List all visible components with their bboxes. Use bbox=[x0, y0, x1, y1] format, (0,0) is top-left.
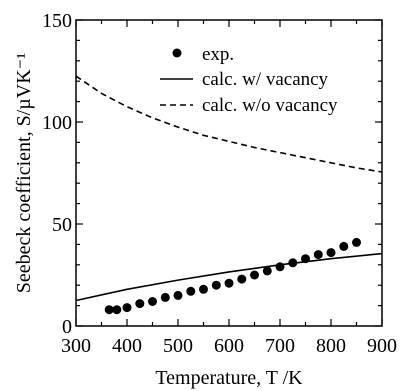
x-tick-label: 300 bbox=[61, 335, 91, 357]
exp-data-point bbox=[313, 250, 323, 260]
curves-layer bbox=[75, 75, 383, 302]
exp-data-point bbox=[211, 280, 221, 290]
y-tick-label: 50 bbox=[52, 214, 72, 236]
x-tick-label: 700 bbox=[265, 335, 295, 357]
exp-data-point bbox=[250, 270, 259, 280]
exp-data-point bbox=[275, 262, 285, 272]
exp-data-point bbox=[326, 248, 336, 258]
exp-data-point bbox=[339, 241, 349, 251]
exp-data-point bbox=[301, 254, 310, 264]
exp-data-point bbox=[352, 237, 361, 247]
exp-data-point bbox=[122, 303, 132, 313]
exp-data-point bbox=[135, 299, 145, 309]
curve-with-vacancy bbox=[75, 252, 383, 302]
legend-label-exp: exp. bbox=[202, 44, 234, 65]
ticks-layer bbox=[75, 19, 383, 327]
exp-data-point bbox=[148, 297, 157, 306]
x-tick-label: 800 bbox=[316, 335, 346, 357]
legend-label-with-vacancy: calc. w/ vacancy bbox=[202, 69, 329, 90]
exp-data-point bbox=[186, 286, 196, 296]
x-axis-title: Temperature, T /K bbox=[155, 367, 303, 389]
y-axis-title: Seebeck coefficient, S/µVK⁻¹ bbox=[13, 53, 35, 293]
tick-labels-layer: 300 400 500 600 700 800 900 0 50 100 150 bbox=[42, 10, 397, 357]
x-tick-label: 600 bbox=[214, 335, 244, 357]
exp-data-point bbox=[237, 274, 247, 284]
x-tick-label: 900 bbox=[367, 335, 397, 357]
exp-data-point bbox=[224, 278, 234, 288]
x-tick-label: 400 bbox=[112, 335, 142, 357]
points-layer bbox=[104, 237, 361, 315]
y-tick-label: 0 bbox=[62, 316, 72, 338]
exp-data-point bbox=[112, 305, 122, 315]
y-tick-label: 150 bbox=[42, 10, 72, 32]
exp-data-point bbox=[262, 266, 272, 276]
legend: exp. calc. w/ vacancy calc. w/o vacancy bbox=[160, 44, 338, 116]
exp-data-point bbox=[288, 258, 298, 268]
y-tick-label: 100 bbox=[42, 112, 72, 134]
legend-marker-exp bbox=[172, 48, 182, 58]
exp-data-point bbox=[104, 305, 114, 315]
exp-data-point bbox=[160, 292, 170, 302]
x-tick-label: 500 bbox=[163, 335, 193, 357]
exp-data-point bbox=[199, 284, 208, 294]
exp-data-point bbox=[173, 290, 183, 300]
legend-label-without-vacancy: calc. w/o vacancy bbox=[202, 95, 338, 116]
curve-without-vacancy bbox=[75, 75, 383, 173]
